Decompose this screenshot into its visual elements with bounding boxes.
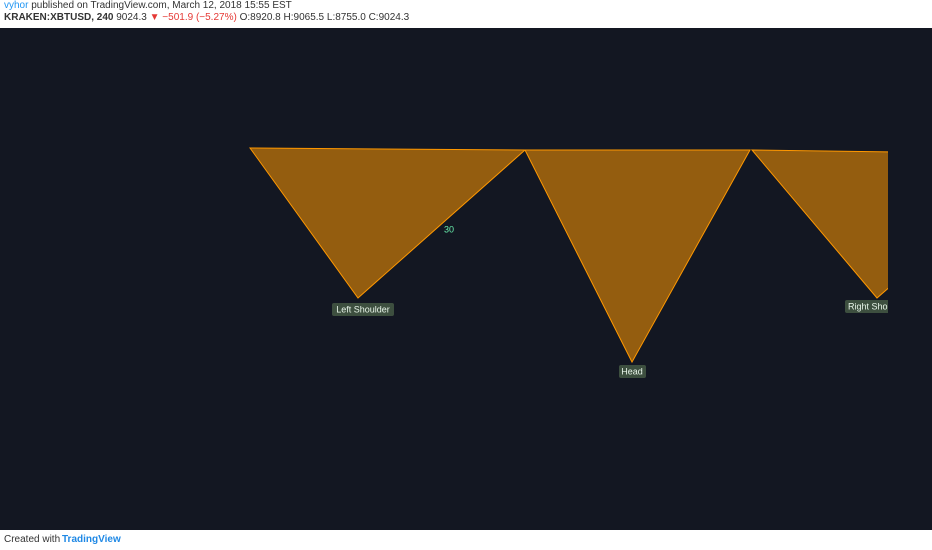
label-box: [845, 300, 888, 313]
right-shoulder-triangle: [750, 149, 888, 299]
left-shoulder-triangle: [249, 147, 527, 299]
head-triangle: [524, 149, 751, 364]
annotations: Left Shoulder Head Right Shoulder 30: [332, 224, 908, 378]
price-axis: [888, 28, 932, 530]
last: 9024.3: [116, 12, 147, 23]
label-box: [619, 365, 646, 378]
chart: Left Shoulder Head Right Shoulder 30: [0, 28, 932, 530]
background: [0, 28, 932, 530]
author[interactable]: vyhor: [4, 0, 29, 11]
published: published on TradingView.com, March 12, …: [31, 0, 292, 11]
header: vyhor published on TradingView.com, Marc…: [0, 0, 932, 28]
drawings: [249, 147, 888, 364]
created-with: Created with: [4, 534, 61, 545]
head-label: Head: [621, 366, 643, 376]
publish-line: vyhor published on TradingView.com, Marc…: [0, 0, 932, 12]
ohlc: O:8920.8 H:9065.5 L:8755.0 C:9024.3: [239, 12, 410, 23]
right-shoulder-label: Right Shoulder: [848, 301, 908, 311]
label-box: [332, 303, 394, 316]
left-shoulder-label: Left Shoulder: [336, 304, 390, 314]
ma-label: 30: [444, 224, 454, 234]
symbol-line: KRAKEN:XBTUSD, 240 9024.3 ▼ −501.9 (−5.2…: [0, 12, 932, 24]
brand[interactable]: TradingView: [62, 534, 121, 545]
plot: Left Shoulder Head Right Shoulder 30: [249, 147, 908, 378]
footer: Created with TradingView: [0, 530, 932, 550]
symbol: KRAKEN:XBTUSD, 240: [4, 12, 114, 23]
change: ▼ −501.9 (−5.27%): [149, 12, 237, 23]
